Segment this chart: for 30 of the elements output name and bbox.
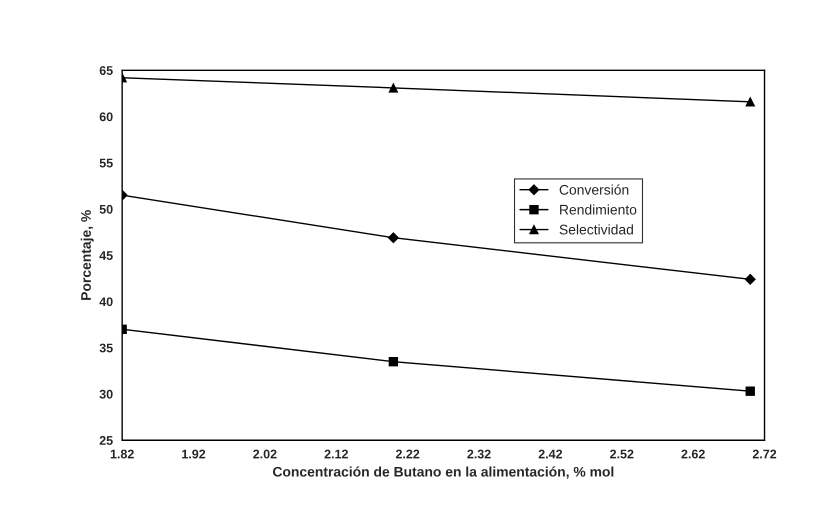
y-tick-label: 65 xyxy=(100,66,113,75)
x-tick-label: 1.82 xyxy=(110,450,134,458)
y-tick-label: 30 xyxy=(100,390,113,399)
y-tick-label: 55 xyxy=(100,158,113,168)
x-tick-label: 2.72 xyxy=(752,450,776,458)
point xyxy=(746,386,755,396)
x-tick-label: 2.32 xyxy=(467,450,491,458)
legend-label: Rendimiento xyxy=(560,204,636,215)
y-tick-label: 50 xyxy=(100,204,113,214)
legend-label: Selectividad xyxy=(560,224,633,235)
y-tick-label: 40 xyxy=(99,297,113,306)
point xyxy=(744,274,756,285)
x-tick-label: 2.42 xyxy=(538,450,562,458)
y-tick-label: 45 xyxy=(99,251,113,260)
y-tick-label: 25 xyxy=(100,436,113,445)
y-tick-label: 60 xyxy=(100,112,113,122)
x-tick-label: 2.52 xyxy=(610,450,634,458)
x-tick-label: 2.22 xyxy=(396,450,420,458)
point xyxy=(746,97,755,106)
x-tick-label: 1.92 xyxy=(182,450,206,458)
point xyxy=(388,356,398,366)
x-tick-label: 2.12 xyxy=(324,450,348,458)
x-tick-label: 2.62 xyxy=(681,450,705,458)
x-axis-title: Concentración de Butano en la alimentación, % mol xyxy=(272,466,614,479)
point xyxy=(388,83,398,93)
x-tick-label: 2.02 xyxy=(253,450,277,458)
y-tick-label: 35 xyxy=(100,344,113,352)
legend-label: Conversión xyxy=(560,184,628,195)
point xyxy=(388,232,399,244)
y-axis-title: Porcentaje, % xyxy=(80,210,94,300)
